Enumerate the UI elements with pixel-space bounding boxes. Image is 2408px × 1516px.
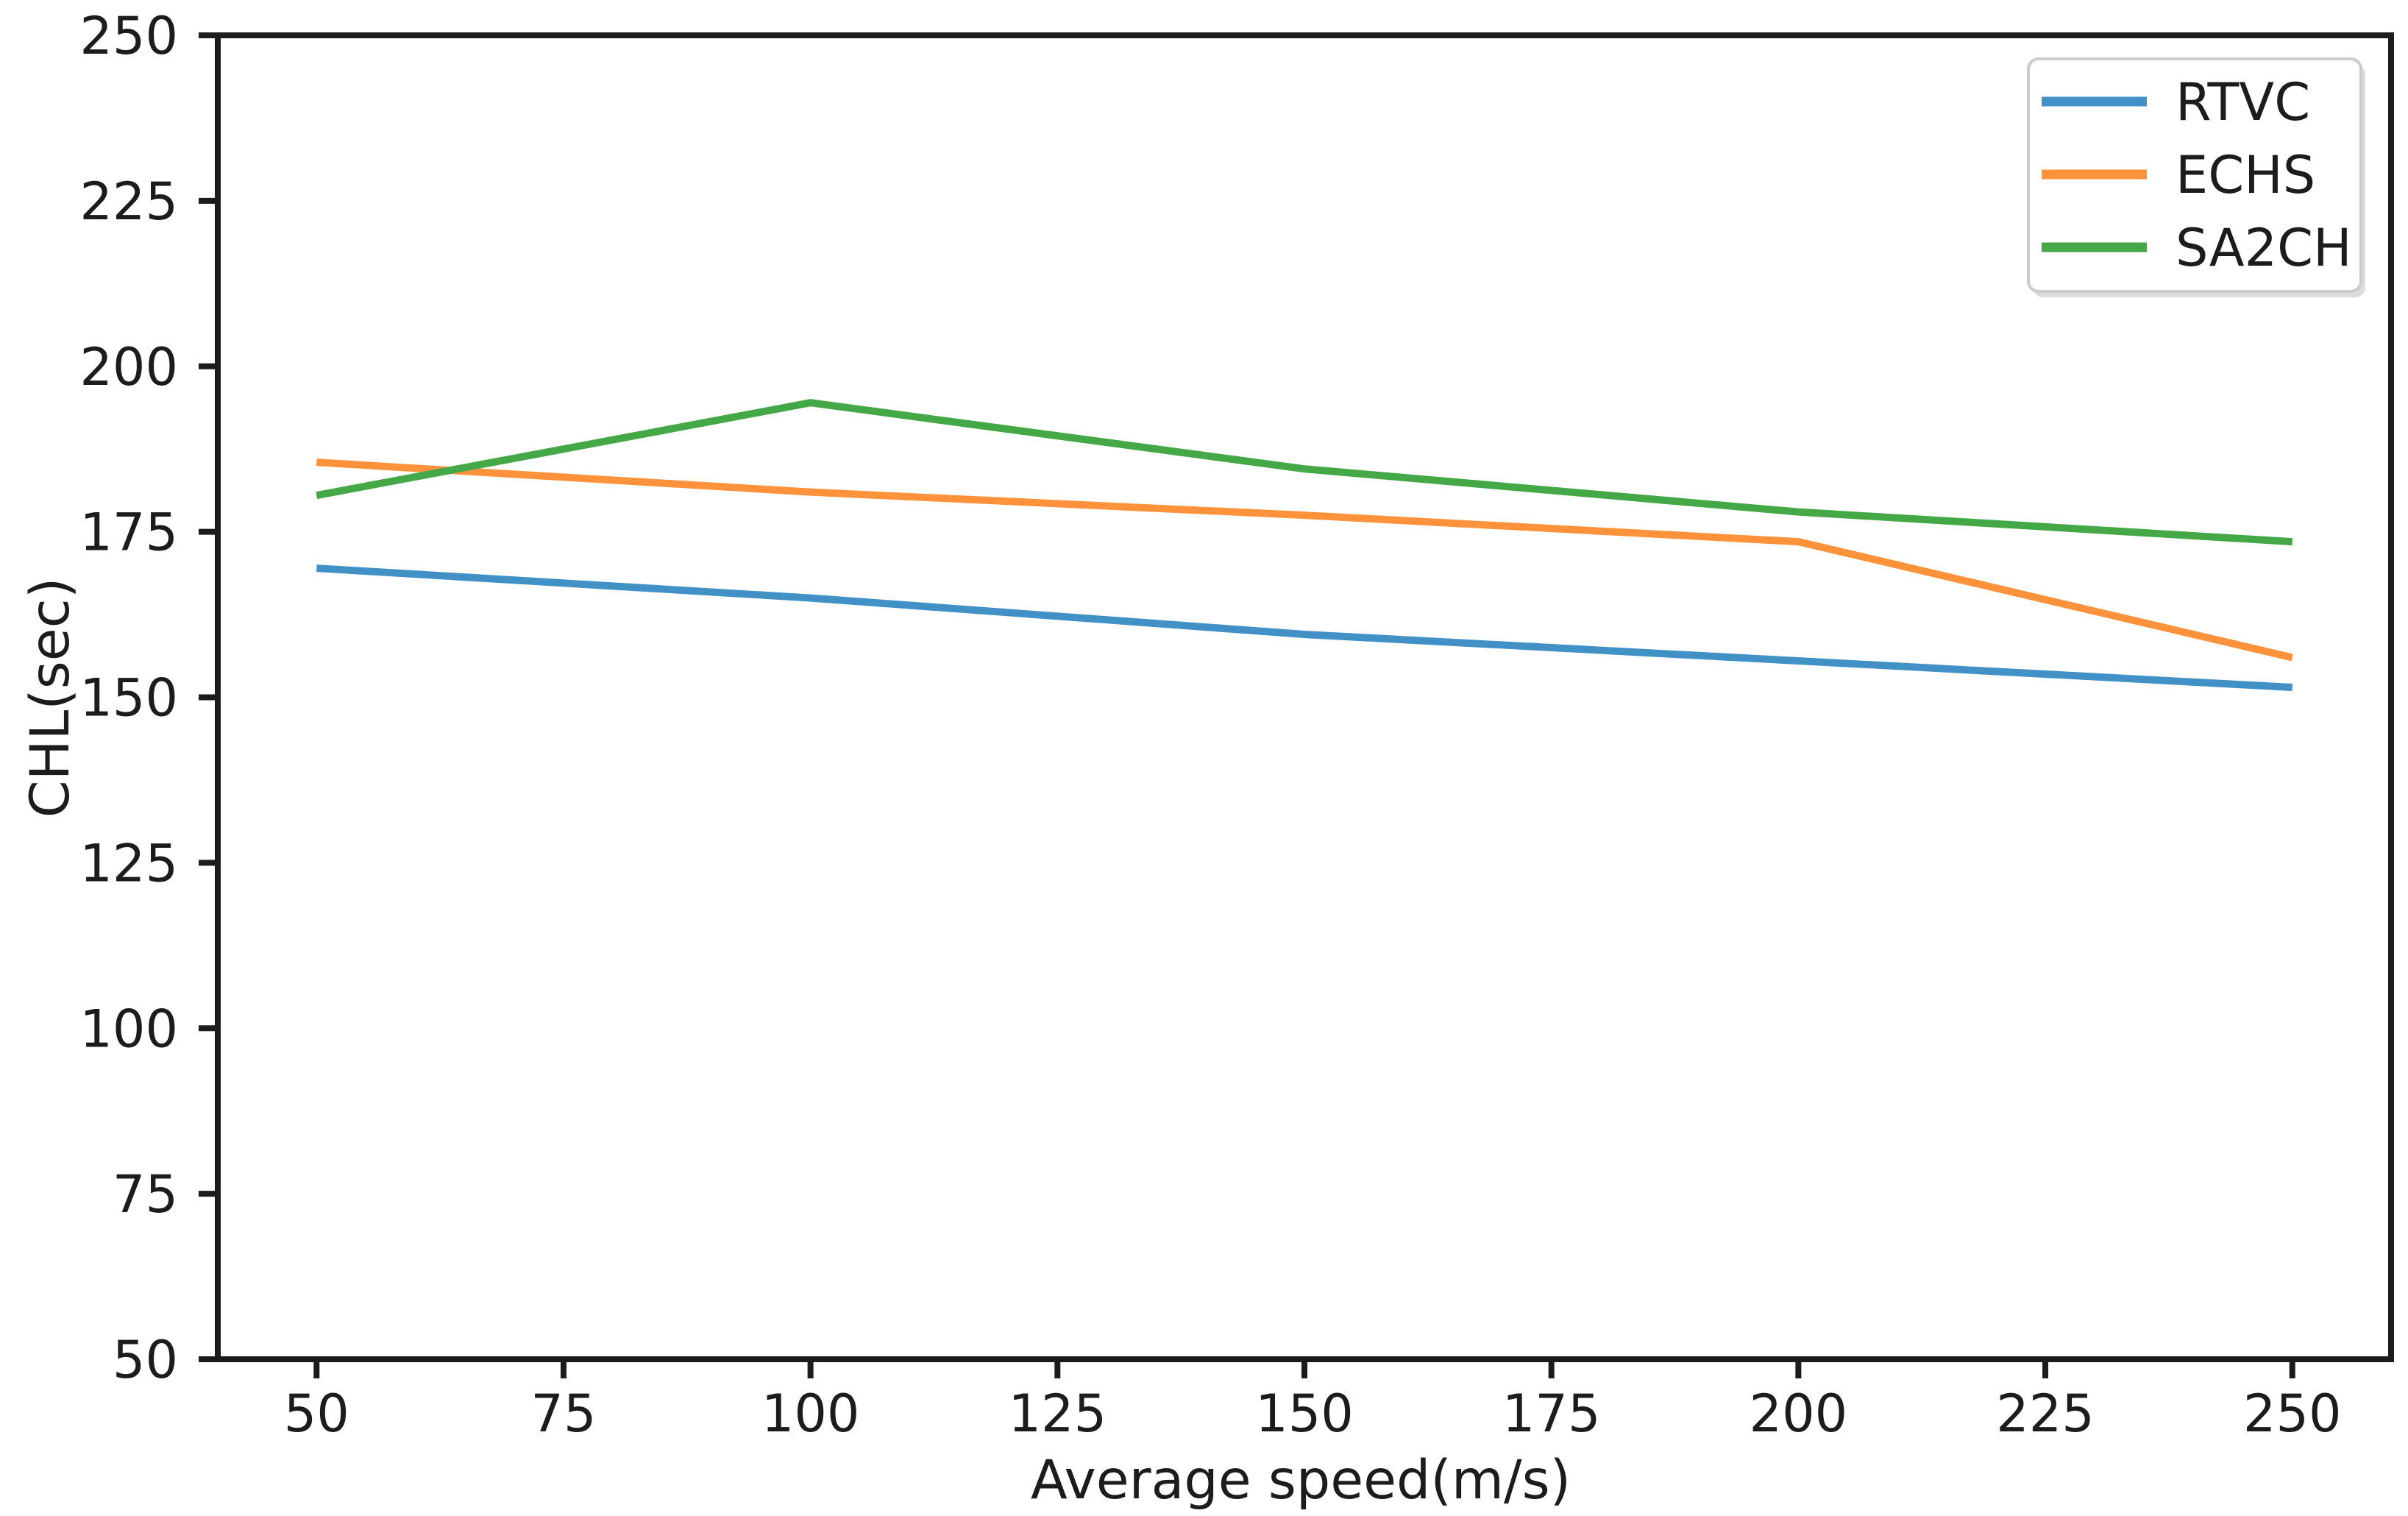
y-tick-label: 250	[79, 6, 178, 66]
series-line-sa2ch	[316, 399, 2293, 546]
y-tick-label: 100	[79, 999, 178, 1059]
x-tick-label: 250	[2243, 1384, 2342, 1444]
x-tick-label: 100	[761, 1384, 860, 1444]
y-axis-title: CHL(sec)	[19, 578, 82, 818]
y-tick-label: 150	[79, 668, 178, 729]
x-tick-label: 175	[1502, 1384, 1601, 1444]
series-line-rtvc	[316, 564, 2292, 692]
x-tick-label: 125	[1009, 1384, 1107, 1444]
series-line-echs	[316, 458, 2293, 662]
y-tick-label: 75	[113, 1164, 178, 1225]
y-tick-label: 225	[79, 171, 178, 232]
y-tick-label: 125	[79, 833, 178, 893]
legend-label-sa2ch: SA2CH	[2176, 218, 2352, 278]
y-tick-label: 175	[79, 503, 178, 563]
legend-label-echs: ECHS	[2176, 145, 2315, 205]
legend-box	[2027, 57, 2362, 293]
x-tick-label: 200	[1750, 1384, 1848, 1444]
x-tick-label: 150	[1255, 1384, 1354, 1444]
y-tick-label: 50	[113, 1330, 178, 1390]
legend: RTVC ECHS SA2CH	[2027, 57, 2365, 297]
x-tick-label: 50	[284, 1384, 349, 1444]
series-lines	[316, 399, 2293, 692]
x-axis-title: Average speed(m/s)	[1031, 1449, 1571, 1512]
legend-label-rtvc: RTVC	[2176, 72, 2310, 132]
x-tick-label: 75	[530, 1384, 596, 1444]
x-tick-label: 225	[1996, 1384, 2095, 1444]
y-tick-label: 200	[79, 337, 178, 397]
axis-ticks: 50 75 100 125 150 175 200 225 250 50 75 100 125 150 17…	[79, 6, 2341, 1444]
